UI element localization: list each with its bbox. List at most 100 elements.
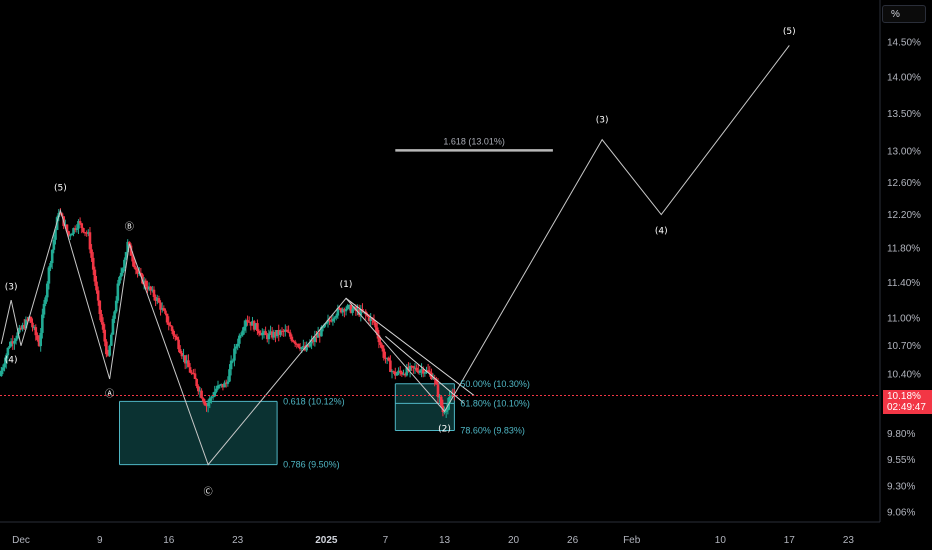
candle-body — [131, 255, 134, 262]
candle-body — [169, 325, 172, 327]
candle-body — [412, 366, 415, 368]
candle-body — [321, 326, 325, 328]
wave-label: Ⓒ — [204, 487, 213, 498]
candle-body — [111, 318, 115, 335]
candle-body — [36, 335, 39, 340]
candle-body — [1, 367, 5, 371]
candle-body — [274, 332, 277, 337]
unit-toggle-button[interactable]: % — [882, 5, 926, 23]
candle-body — [380, 344, 384, 349]
y-tick-label: 10.40% — [887, 370, 921, 381]
candle-body — [139, 272, 143, 275]
wedge-line — [385, 336, 465, 404]
x-tick-label: 23 — [843, 535, 855, 546]
candle-body — [270, 331, 274, 338]
candle-body — [285, 329, 289, 332]
candle-body — [297, 343, 300, 347]
candle-body — [339, 308, 343, 313]
candle-body — [444, 410, 448, 412]
candle-body — [129, 245, 133, 256]
candle-body — [37, 339, 41, 347]
candle-body — [259, 333, 262, 336]
candle-body — [333, 317, 336, 319]
x-tick-label: Feb — [623, 535, 641, 546]
candle-body — [431, 378, 435, 380]
candle-body — [185, 360, 189, 364]
candle-body — [180, 353, 184, 357]
y-tick-label: 10.70% — [887, 341, 921, 352]
candle-body — [124, 252, 128, 260]
x-tick-label: 10 — [715, 535, 727, 546]
candle-body — [374, 322, 377, 328]
candle-body — [201, 398, 205, 402]
candle-body — [70, 233, 74, 236]
candle-body — [244, 320, 248, 327]
candle-body — [302, 345, 305, 348]
candle-body — [187, 360, 190, 368]
fib-zone-2-level-label: 78.60% (9.83%) — [460, 425, 525, 435]
candle-body — [177, 339, 180, 350]
y-tick-label: 13.50% — [887, 109, 921, 120]
candle-body — [405, 366, 409, 376]
candle-body — [369, 317, 372, 322]
candle-body — [190, 372, 194, 374]
candle-body — [387, 357, 391, 361]
candle-body — [394, 371, 397, 376]
candle-body — [293, 341, 297, 344]
candle-body — [141, 274, 144, 284]
candle-body — [403, 373, 407, 376]
candle-body — [8, 346, 11, 348]
candle-body — [137, 272, 141, 274]
candle-body — [170, 326, 174, 331]
candle-body — [41, 314, 44, 333]
candle-body — [252, 321, 256, 330]
candle-body — [198, 390, 202, 392]
fib-zone-1-level-label: 0.618 (10.12%) — [283, 396, 345, 406]
fib-extension-label: 1.618 (13.01%) — [443, 136, 505, 146]
candle-body — [392, 371, 395, 373]
candle-body — [298, 346, 302, 350]
wave-label: (4) — [655, 227, 668, 237]
candle-body — [453, 395, 456, 397]
fib-zone-2-fill — [395, 383, 455, 431]
candle-body — [146, 286, 149, 290]
x-tick-label: 20 — [508, 535, 520, 546]
y-tick-label: 12.60% — [887, 178, 921, 189]
candle-body — [384, 357, 387, 359]
candle-body — [200, 390, 203, 399]
candle-body — [192, 373, 195, 375]
candle-body — [331, 318, 335, 322]
candle-body — [308, 343, 312, 347]
candle-body — [78, 221, 82, 224]
candle-body — [123, 259, 126, 269]
bar-countdown: 02:49:47 — [887, 402, 926, 413]
candle-body — [402, 373, 405, 375]
x-tick-label: 2025 — [315, 535, 338, 546]
candle-body — [223, 382, 226, 388]
candle-body — [326, 319, 330, 323]
candle-body — [68, 235, 72, 237]
candle-body — [449, 395, 453, 397]
candle-body — [39, 332, 42, 347]
x-tick-label: 17 — [784, 535, 796, 546]
y-tick-label: 14.50% — [887, 38, 921, 49]
candle-body — [32, 327, 36, 329]
candle-body — [357, 309, 361, 316]
wave-label: (4) — [5, 356, 18, 366]
candle-body — [423, 372, 427, 374]
candle-body — [215, 388, 218, 392]
candle-body — [316, 333, 320, 338]
candle-body — [341, 309, 345, 313]
candle-body — [108, 345, 111, 356]
candle-body — [338, 308, 341, 310]
candle-body — [34, 327, 38, 336]
candle-body — [103, 329, 107, 342]
candle-body — [126, 241, 130, 253]
candle-body — [178, 349, 182, 354]
y-tick-label: 14.00% — [887, 73, 921, 84]
candle-body — [261, 332, 264, 336]
x-tick-label: 26 — [567, 535, 579, 546]
candle-body — [390, 371, 394, 373]
